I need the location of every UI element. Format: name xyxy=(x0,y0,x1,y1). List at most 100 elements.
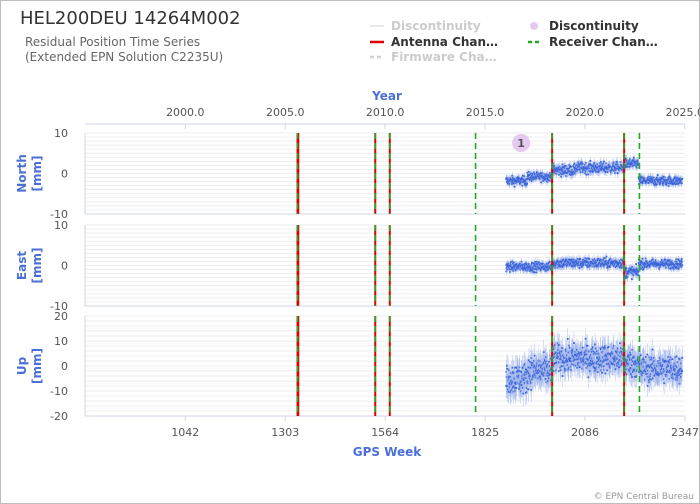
data-point xyxy=(614,360,617,362)
legend-item-3[interactable]: Receiver Chan… xyxy=(528,35,658,49)
data-point xyxy=(595,168,598,171)
data-point xyxy=(575,364,577,367)
data-point xyxy=(625,269,628,272)
data-point xyxy=(515,381,518,384)
data-point xyxy=(539,265,542,268)
legend-item-2[interactable]: Antenna Chan… xyxy=(370,35,498,49)
data-point xyxy=(506,180,509,183)
data-point xyxy=(659,372,661,375)
data-point xyxy=(679,177,682,180)
y-tick-label: 0 xyxy=(61,260,68,273)
data-point xyxy=(599,169,602,172)
data-point xyxy=(675,258,678,261)
data-point xyxy=(576,348,578,351)
data-point xyxy=(511,380,514,383)
data-point xyxy=(653,183,656,186)
data-point xyxy=(589,263,591,266)
data-point xyxy=(675,260,678,263)
data-point xyxy=(657,264,660,267)
data-point xyxy=(581,353,583,356)
data-point xyxy=(607,167,610,170)
data-point xyxy=(570,350,573,352)
data-point xyxy=(534,260,537,263)
data-point xyxy=(665,266,667,269)
data-point xyxy=(665,263,668,266)
data-point xyxy=(681,264,684,267)
data-point xyxy=(514,366,517,369)
data-point xyxy=(561,163,564,166)
data-point xyxy=(618,169,621,171)
data-point xyxy=(512,370,515,373)
data-point xyxy=(569,261,572,264)
data-point xyxy=(561,261,563,264)
data-point xyxy=(636,268,639,270)
data-point xyxy=(561,260,564,262)
data-point xyxy=(600,360,603,362)
data-point xyxy=(580,359,583,362)
data-point xyxy=(650,261,652,264)
data-point xyxy=(615,357,618,359)
legend-item-1[interactable]: Discontinuity xyxy=(530,19,639,33)
data-point xyxy=(528,373,531,375)
data-point xyxy=(567,367,570,369)
data-point xyxy=(559,350,562,353)
data-point xyxy=(629,160,632,163)
data-point xyxy=(575,353,578,356)
data-point xyxy=(584,261,587,264)
data-point xyxy=(597,168,600,171)
data-point xyxy=(602,346,605,349)
data-point xyxy=(545,175,548,177)
data-point xyxy=(625,373,628,376)
data-point xyxy=(577,362,579,365)
data-point xyxy=(606,353,609,355)
data-point xyxy=(652,370,655,373)
data-point xyxy=(640,176,643,179)
y-axis-title-line1: East xyxy=(15,251,29,280)
data-point xyxy=(656,183,658,186)
data-point xyxy=(575,170,578,173)
data-point xyxy=(580,361,583,364)
data-point xyxy=(632,360,635,363)
data-point xyxy=(509,381,511,384)
data-point xyxy=(591,259,594,261)
data-point xyxy=(517,382,520,385)
data-point xyxy=(601,371,603,374)
legend-item-0[interactable]: Discontinuity xyxy=(370,19,481,33)
data-point xyxy=(508,266,510,269)
data-point xyxy=(662,261,665,264)
data-point xyxy=(562,258,565,261)
data-point xyxy=(642,268,644,271)
legend-item-4[interactable]: Firmware Cha… xyxy=(370,50,497,64)
data-point xyxy=(645,263,648,266)
data-point xyxy=(559,354,562,357)
data-point xyxy=(566,358,569,361)
legend-marker-symbol xyxy=(530,22,538,30)
data-point xyxy=(514,268,517,271)
data-point xyxy=(569,264,571,267)
data-point xyxy=(643,378,646,381)
data-point xyxy=(596,356,599,359)
data-point xyxy=(530,357,533,359)
data-point xyxy=(522,264,524,267)
data-point xyxy=(628,272,630,274)
data-point xyxy=(629,158,632,161)
data-point xyxy=(680,182,683,185)
data-point xyxy=(604,169,606,172)
data-point xyxy=(630,372,632,375)
data-point xyxy=(540,373,543,376)
data-point xyxy=(651,370,654,372)
data-point xyxy=(543,265,545,267)
data-point xyxy=(587,167,590,169)
data-point xyxy=(607,265,610,268)
data-point xyxy=(532,267,535,270)
data-point xyxy=(608,362,610,365)
data-point xyxy=(562,169,565,172)
data-point xyxy=(518,266,520,269)
top-axis-title: Year xyxy=(371,89,402,103)
data-point xyxy=(556,342,559,345)
data-point xyxy=(599,261,601,264)
data-point xyxy=(669,182,671,185)
data-point xyxy=(639,178,642,181)
data-point xyxy=(676,176,678,179)
data-point xyxy=(672,181,675,183)
